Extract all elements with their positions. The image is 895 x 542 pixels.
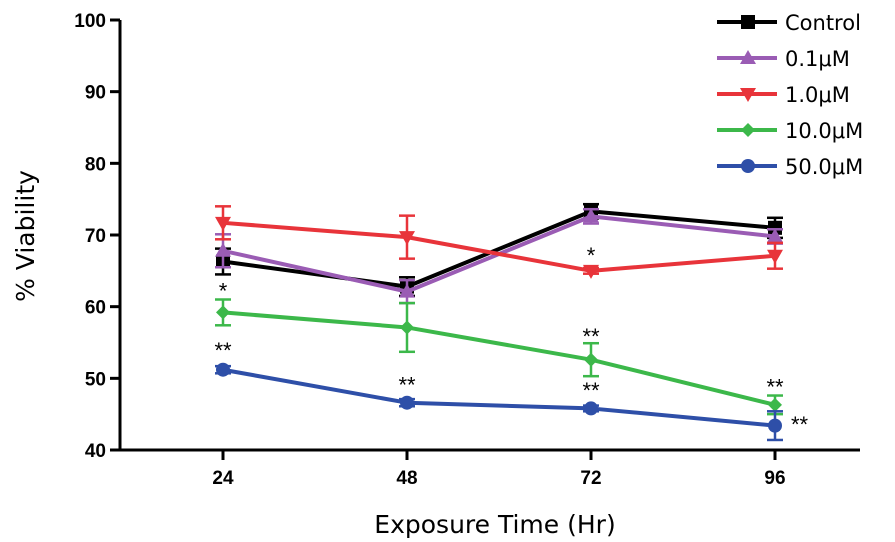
y-tick-label: 40 (85, 441, 106, 462)
data-point-0-1-m (583, 208, 599, 223)
significance-annotation: ** (791, 412, 809, 437)
significance-annotation: * (219, 279, 228, 304)
data-point-control (768, 220, 782, 235)
y-tick-label: 80 (85, 154, 106, 175)
y-tick-label: 60 (85, 298, 106, 319)
data-point-50-0-m (768, 418, 782, 433)
data-point-1-0-m (767, 249, 783, 264)
x-tick-label: 96 (764, 468, 785, 489)
significance-annotation: * (587, 243, 596, 268)
significance-annotation: ** (214, 338, 232, 363)
y-tick-label: 70 (85, 226, 106, 247)
data-point-50-0-m (216, 362, 230, 377)
data-point-1-0-m (215, 216, 231, 231)
legend-label-0-1-m: 0.1μM (785, 47, 850, 71)
data-point-1-0-m (583, 264, 599, 279)
data-point-10-0-m (216, 305, 230, 320)
data-point-50-0-m (400, 395, 414, 410)
y-tick-label: 100 (74, 11, 106, 32)
significance-annotation: ** (582, 378, 600, 403)
data-point-10-0-m (584, 352, 598, 367)
legend-marker-0-1-m (740, 50, 756, 64)
series-line-1-0-m (222, 220, 776, 273)
series-line-10-0-m (222, 310, 776, 407)
y-tick-label: 90 (85, 83, 106, 104)
x-axis-title: Exposure Time (Hr) (374, 510, 615, 539)
legend-label-1-0-m: 1.0μM (785, 83, 850, 107)
data-point-50-0-m (584, 401, 598, 416)
data-point-1-0-m (399, 231, 415, 246)
x-tick-label: 24 (212, 468, 234, 489)
y-axis-title: % Viability (11, 170, 40, 302)
legend-marker-50-0-m (741, 159, 755, 173)
data-point-0-1-m (767, 228, 783, 243)
legend-marker-10-0-m (741, 123, 755, 137)
data-point-0-1-m (215, 242, 231, 257)
legend-marker-control (741, 15, 755, 29)
data-point-10-0-m (400, 320, 414, 335)
data-point-10-0-m (768, 397, 782, 412)
significance-annotation: ** (398, 372, 416, 397)
x-tick-label: 48 (396, 468, 417, 489)
series-line-50-0-m (222, 367, 776, 428)
legend-label-10-0-m: 10.0μM (785, 119, 863, 143)
legend-marker-1-0-m (740, 88, 756, 102)
significance-annotation: ** (582, 324, 600, 349)
series-line-control (222, 209, 776, 289)
legend-label-control: Control (785, 11, 861, 35)
y-tick-label: 50 (85, 369, 106, 390)
legend-label-50-0-m: 50.0μM (785, 155, 863, 179)
x-tick-label: 72 (580, 468, 601, 489)
data-point-0-1-m (399, 283, 415, 298)
significance-annotation: ** (766, 375, 784, 400)
